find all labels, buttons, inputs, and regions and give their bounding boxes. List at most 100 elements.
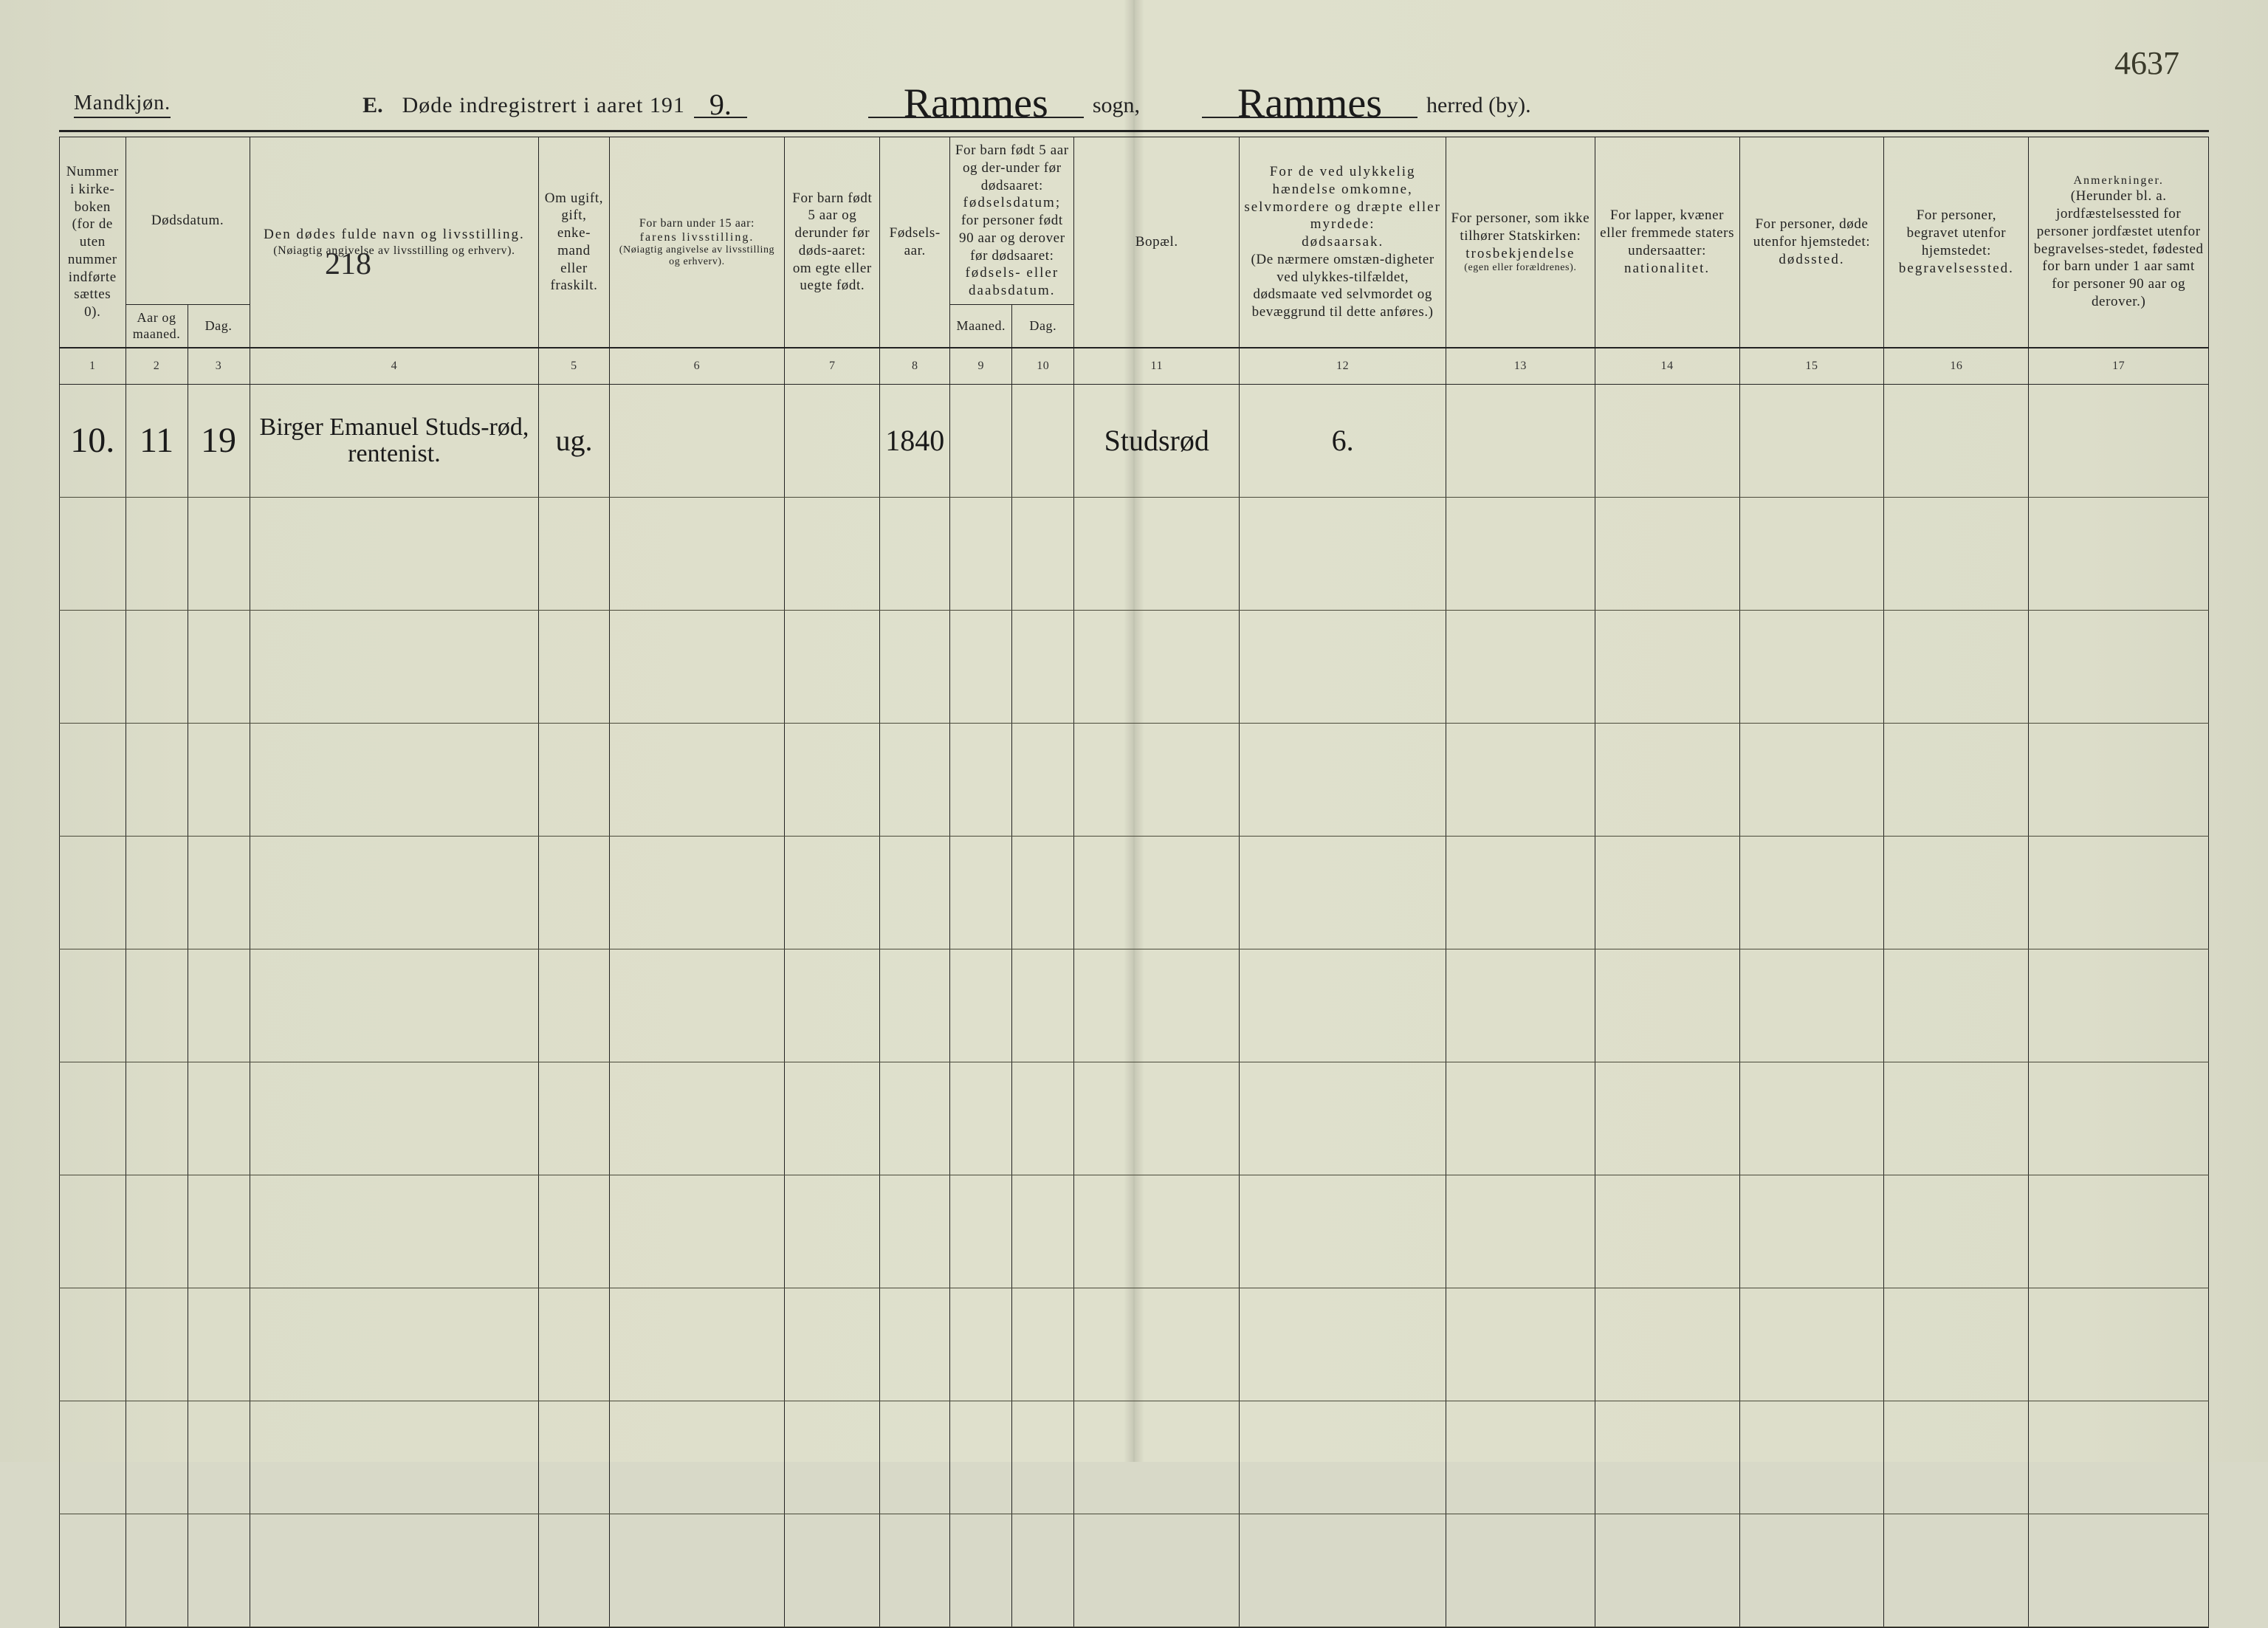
cell-f_dag	[1012, 1175, 1074, 1288]
cell-faren	[609, 723, 785, 836]
cell-text: ug.	[555, 424, 592, 457]
cell-dag	[188, 949, 250, 1062]
cell-f_mnd	[950, 610, 1012, 723]
cell-egte	[785, 723, 880, 836]
cell-begrav	[1884, 836, 2029, 949]
cell-egte	[785, 949, 880, 1062]
page-header: Mandkjøn. E. Døde indregistrert i aaret …	[44, 30, 2224, 126]
cell-egte	[785, 1062, 880, 1175]
cell-num	[60, 610, 126, 723]
cell-tros	[1446, 610, 1595, 723]
cell-tros	[1446, 723, 1595, 836]
cell-navn	[250, 1514, 539, 1627]
col-12-header: For de ved ulykkelig hændelse omkomne, s…	[1240, 137, 1446, 348]
cell-faren	[609, 949, 785, 1062]
table-row	[60, 610, 2209, 723]
colnum-7: 7	[785, 348, 880, 385]
cell-navn	[250, 1175, 539, 1288]
cell-aar_mnd	[126, 497, 188, 610]
cell-faren	[609, 1062, 785, 1175]
cell-aarsak	[1240, 1062, 1446, 1175]
cell-dodssted	[1739, 1175, 1884, 1288]
cell-text: 6.	[1332, 424, 1354, 457]
cell-tros	[1446, 949, 1595, 1062]
col-13-a: For personer, som ikke tilhører Statskir…	[1451, 210, 1590, 245]
table-row	[60, 836, 2209, 949]
cell-bopael	[1074, 1401, 1240, 1514]
cell-bopael: Studsrød	[1074, 384, 1240, 497]
col-15-header: For personer, døde utenfor hjemstedet: d…	[1739, 137, 1884, 348]
col-9-gd: fødsels- eller daabsdatum.	[955, 264, 1069, 300]
cell-aarsak	[1240, 723, 1446, 836]
cell-faren	[609, 1288, 785, 1401]
colnum-16: 16	[1884, 348, 2029, 385]
cell-aar_mnd	[126, 1401, 188, 1514]
register-table: Nummer i kirke-boken (for de uten nummer…	[59, 137, 2209, 1627]
cell-sivil	[539, 1062, 609, 1175]
col-1-header: Nummer i kirke-boken (for de uten nummer…	[60, 137, 126, 348]
gender-label: Mandkjøn.	[74, 92, 171, 118]
cell-faren	[609, 497, 785, 610]
cell-egte	[785, 610, 880, 723]
col-5-header: Om ugift, gift, enke-mand eller fraskilt…	[539, 137, 609, 348]
cell-anm	[2029, 610, 2209, 723]
cell-f_mnd	[950, 723, 1012, 836]
cell-tros	[1446, 836, 1595, 949]
cell-text: 19	[201, 421, 236, 460]
cell-aar_mnd	[126, 723, 188, 836]
col-14-b: nationalitet.	[1600, 260, 1735, 278]
cell-fodselsaar	[880, 1062, 950, 1175]
cell-begrav	[1884, 1401, 2029, 1514]
cell-egte	[785, 497, 880, 610]
cell-bopael	[1074, 497, 1240, 610]
cell-f_mnd	[950, 497, 1012, 610]
cell-text: 1840	[885, 424, 944, 457]
cell-tros	[1446, 1288, 1595, 1401]
col-9-ga: For barn født 5 aar og der-under før død…	[955, 142, 1069, 194]
table-row	[60, 497, 2209, 610]
cell-begrav	[1884, 384, 2029, 497]
cell-aarsak: 6.	[1240, 384, 1446, 497]
cell-num	[60, 497, 126, 610]
cell-dag	[188, 1288, 250, 1401]
cell-anm	[2029, 836, 2209, 949]
cell-num	[60, 836, 126, 949]
cell-egte	[785, 836, 880, 949]
cell-sivil	[539, 610, 609, 723]
cell-tros	[1446, 497, 1595, 610]
colnum-17: 17	[2029, 348, 2209, 385]
cell-nasjon	[1595, 610, 1739, 723]
col-4-header: Den dødes fulde navn og livsstilling. (N…	[250, 137, 539, 348]
cell-egte	[785, 1401, 880, 1514]
col-8-header: Fødsels-aar.	[880, 137, 950, 348]
cell-dodssted	[1739, 1062, 1884, 1175]
col-2a-header: Aar og maaned.	[126, 304, 188, 348]
col-17-a: Anmerkninger.	[2033, 174, 2204, 188]
cell-anm	[2029, 1175, 2209, 1288]
col-4-line2: (Nøiagtig angivelse av livsstilling og e…	[255, 244, 535, 258]
cell-faren	[609, 1175, 785, 1288]
table-row: 10.1119Birger Emanuel Studs-rød, renteni…	[60, 384, 2209, 497]
cell-sivil	[539, 1401, 609, 1514]
colnum-2: 2	[126, 348, 188, 385]
cell-dodssted	[1739, 497, 1884, 610]
cell-anm	[2029, 1401, 2209, 1514]
cell-nasjon	[1595, 1514, 1739, 1627]
col-6-line3: (Nøiagtig angivelse av livsstilling og e…	[614, 244, 780, 268]
cell-dodssted	[1739, 949, 1884, 1062]
cell-f_mnd	[950, 1062, 1012, 1175]
cell-aar_mnd	[126, 836, 188, 949]
cell-fodselsaar: 1840	[880, 384, 950, 497]
col-16-a: For personer, begravet utenfor hjemstede…	[1889, 207, 2024, 259]
cell-egte	[785, 384, 880, 497]
col-12-b: dødsaarsak.	[1244, 233, 1441, 251]
cell-sivil	[539, 1175, 609, 1288]
cell-f_dag	[1012, 384, 1074, 497]
cell-num	[60, 1062, 126, 1175]
cell-navn	[250, 836, 539, 949]
cell-bopael	[1074, 610, 1240, 723]
cell-anm	[2029, 723, 2209, 836]
colnum-8: 8	[880, 348, 950, 385]
cell-nasjon	[1595, 723, 1739, 836]
cell-egte	[785, 1175, 880, 1288]
